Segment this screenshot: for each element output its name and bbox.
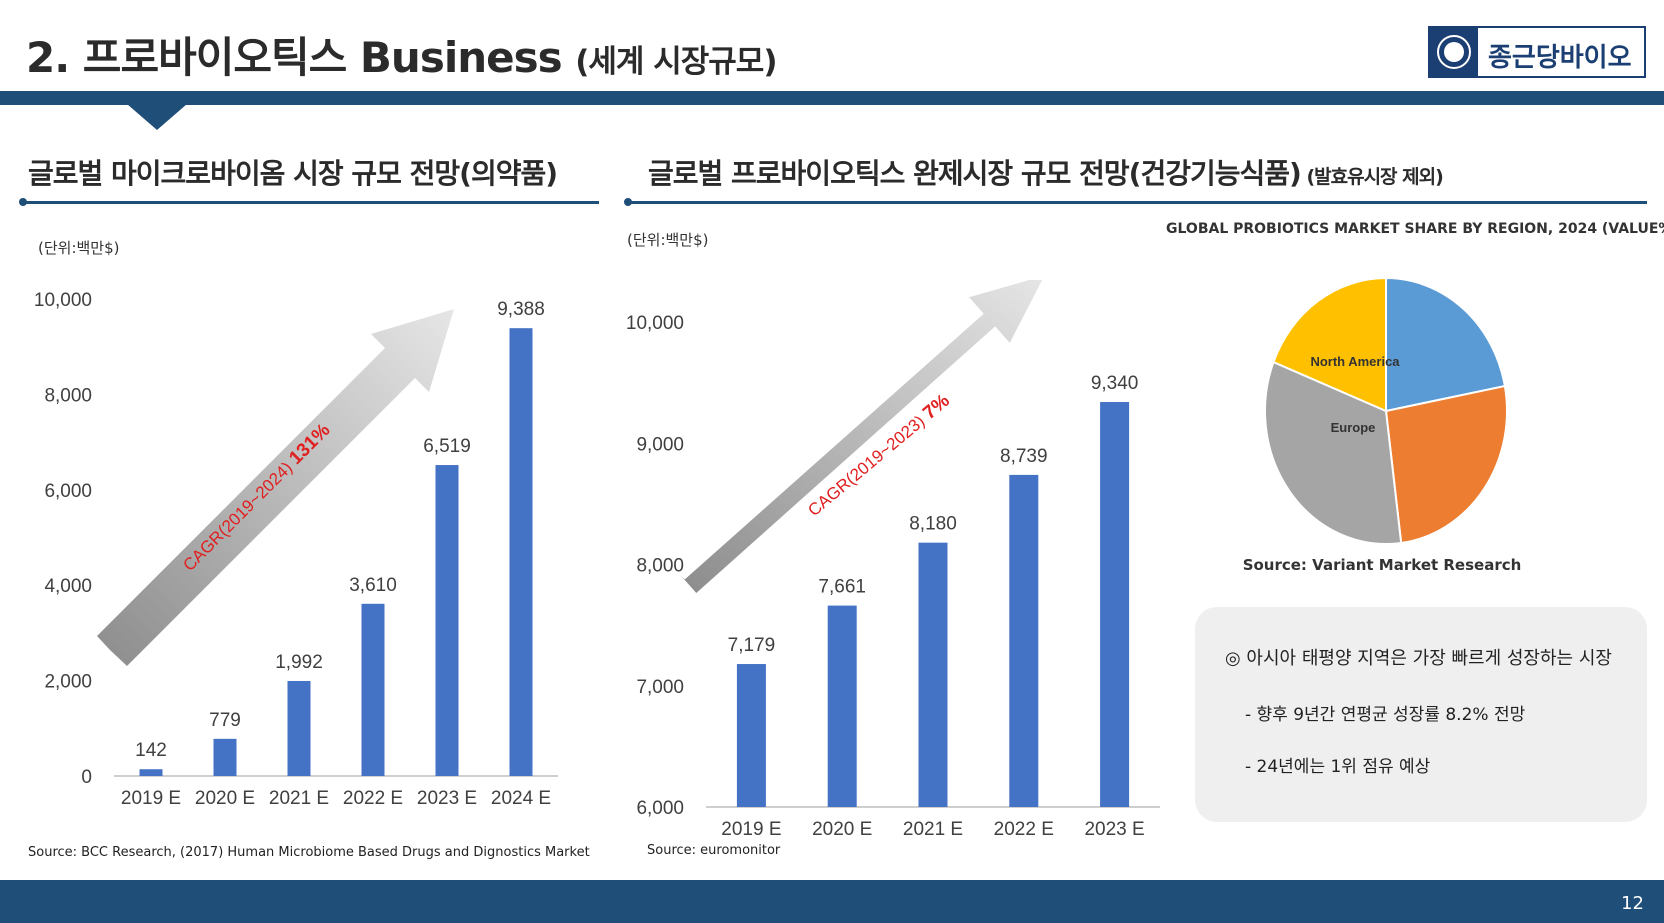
right-chart-data-label: 8,180 [909,514,957,535]
left-cagr-text: CAGR(2019~2024) 131% [179,420,335,576]
right-unit-label: (단위:백만$) [627,231,709,249]
company-logo: 종근당바이오 [1428,26,1646,78]
right-source: Source: euromonitor [647,843,781,858]
right-chart-bar [736,664,766,807]
left-chart-x-tick-label: 2021 E [269,788,329,809]
right-chart-y-tick-label: 8,000 [636,556,684,577]
page-title-sub: (세계 시장규모) [575,44,777,80]
right-growth-arrow [680,280,1045,593]
insight-note-box: ◎ 아시아 태평양 지역은 가장 빠르게 성장하는 시장 - 향후 9년간 연평… [1195,607,1647,822]
page-title: 2. 프로바이오틱스 Business (세계 시장규모) [26,24,777,85]
pie-slice [1385,278,1507,413]
left-chart-bar [139,769,163,776]
header-bar [0,91,1664,105]
right-chart-data-label: 7,179 [728,635,776,656]
logo-text: 종근당바이오 [1488,43,1632,73]
pie-slice [1272,278,1387,413]
header-notch [127,104,187,130]
right-section-title: 글로벌 프로바이오틱스 완제시장 규모 전망(건강기능식품) (발효유시장 제외… [648,152,1444,192]
right-chart-x-tick-label: 2020 E [812,819,872,840]
pie-source: Source: Variant Market Research [1242,556,1522,574]
page-number: 12 [1621,893,1644,914]
left-chart-x-tick-label: 2023 E [417,788,477,809]
right-chart-bar [918,542,948,807]
left-chart-data-label: 142 [135,740,167,761]
left-chart-bar [213,738,237,776]
left-chart-bar [509,328,533,776]
right-chart-x-tick-label: 2019 E [721,819,781,840]
left-chart-data-label: 9,388 [497,299,545,320]
pie-slice [1384,384,1508,545]
footer-bar [0,880,1664,923]
page-title-main: 2. 프로바이오틱스 Business [26,33,563,82]
right-chart-x-tick-label: 2022 E [994,819,1054,840]
right-chart-y-tick-label: 6,000 [636,798,684,819]
left-growth-arrow [97,309,454,666]
left-bar-chart: CAGR(2019~2024) 131% 0 2,000 4,000 6,000 8,0… [34,290,558,809]
left-chart-x-tick-label: 2022 E [343,788,403,809]
pie-chart-title: GLOBAL PROBIOTICS MARKET SHARE BY REGION… [1166,221,1664,237]
right-chart-x-tick-label: 2021 E [903,819,963,840]
right-title-rule [627,201,1647,204]
right-chart-data-label: 9,340 [1091,373,1139,394]
right-chart-bar [827,605,857,807]
left-unit-label: (단위:백만$) [38,239,120,257]
right-section-title-main: 글로벌 프로바이오틱스 완제시장 규모 전망(건강기능식품) [648,157,1302,190]
right-chart-y-tick-label: 7,000 [636,677,684,698]
left-chart-bar [435,465,459,776]
right-chart-data-label: 8,739 [1000,446,1048,467]
left-chart-data-label: 1,992 [275,652,323,673]
left-chart-x-tick-label: 2019 E [121,788,181,809]
note-headline: ◎ 아시아 태평양 지역은 가장 빠르게 성장하는 시장 [1225,648,1612,669]
left-chart-y-tick-label: 8,000 [44,385,92,406]
left-section-title: 글로벌 마이크로바이옴 시장 규모 전망(의약품) [28,157,558,190]
pie-slice-label: Europe [1331,420,1376,435]
region-pie-chart: North AmericaEuropeAsia PacificRoW [1264,278,1508,545]
note-bullet-1: - 향후 9년간 연평균 성장률 8.2% 전망 [1245,705,1526,725]
right-section-title-small: (발효유시장 제외) [1300,166,1443,188]
right-chart-y-tick-label: 10,000 [626,313,684,334]
left-chart-x-tick-label: 2020 E [195,788,255,809]
right-chart-bar [1009,474,1039,807]
left-chart-bar [361,603,385,776]
left-chart-bar [287,680,311,776]
right-bar-chart: CAGR(2019~2023) 7% 6,0007,0008,0009,0001… [626,280,1160,840]
left-chart-x-tick-label: 2024 E [491,788,551,809]
pie-slice [1264,360,1403,545]
left-chart-y-tick-label: 4,000 [44,576,92,597]
note-bullet-2: - 24년에는 1위 점유 예상 [1245,757,1431,777]
right-chart-y-tick-label: 9,000 [636,434,684,455]
right-chart-bar [1100,402,1130,807]
right-chart-x-tick-label: 2023 E [1084,819,1144,840]
right-chart-data-label: 7,661 [818,577,866,598]
left-source: Source: BCC Research, (2017) Human Micro… [28,845,590,860]
left-chart-y-tick-label: 10,000 [34,290,92,311]
pie-slice-label: North America [1310,354,1400,369]
left-chart-y-tick-label: 0 [81,767,92,788]
left-chart-y-tick-label: 2,000 [44,672,92,693]
logo-emblem-icon [1430,28,1478,76]
left-title-rule [22,201,599,204]
left-chart-data-label: 3,610 [349,575,397,596]
left-chart-data-label: 6,519 [423,436,471,457]
left-chart-data-label: 779 [209,710,241,731]
left-chart-y-tick-label: 6,000 [44,481,92,502]
